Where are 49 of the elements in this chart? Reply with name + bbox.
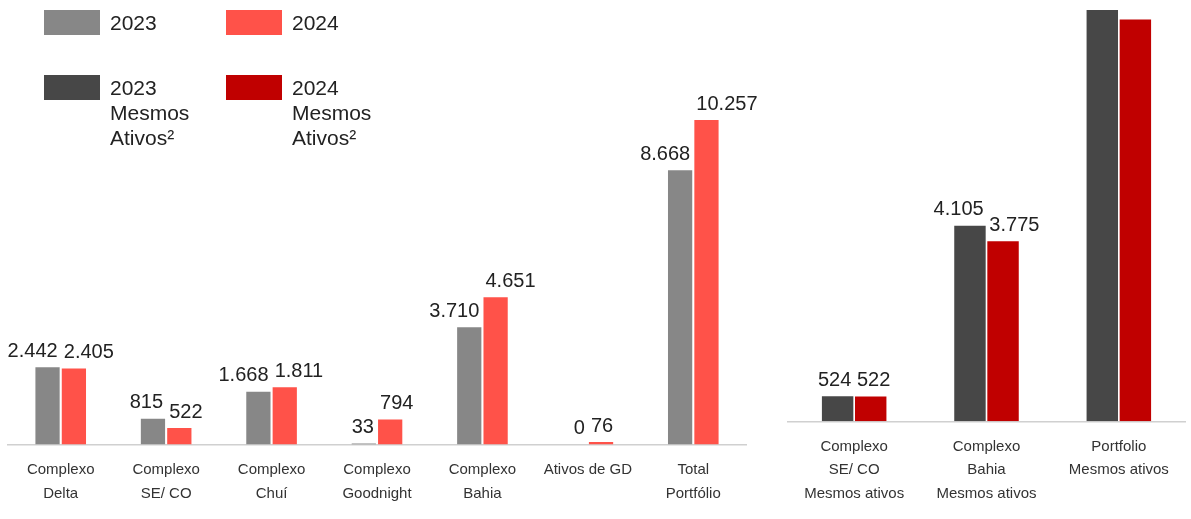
x-tick-label: Portfolio Mesmos ativos bbox=[1068, 437, 1169, 478]
bar bbox=[954, 225, 986, 422]
data-label: 3.710 bbox=[429, 298, 480, 321]
data-label: 2.405 bbox=[63, 339, 114, 362]
x-tick-label: Complexo Delta bbox=[26, 460, 95, 501]
x-tick-label: Complexo SE/ CO bbox=[132, 460, 200, 501]
bar bbox=[821, 396, 854, 422]
legend-label: 2024 Mesmos Ativos² bbox=[292, 75, 372, 150]
data-label: 815 bbox=[129, 390, 164, 413]
legend-label: 2023 Mesmos Ativos² bbox=[110, 75, 190, 150]
bar bbox=[246, 391, 271, 445]
legend-label: 2024 bbox=[292, 10, 339, 35]
bar bbox=[694, 120, 719, 445]
bar bbox=[1119, 19, 1152, 422]
data-label: 522 bbox=[169, 399, 203, 422]
bar bbox=[854, 396, 887, 422]
data-label: 76 bbox=[590, 413, 614, 436]
data-label: 2.442 bbox=[7, 338, 58, 361]
data-label: 8.668 bbox=[640, 141, 691, 164]
x-tick-label: Complexo SE/ CO Mesmos ativos bbox=[804, 437, 905, 501]
bar bbox=[272, 387, 297, 445]
data-label: 3.775 bbox=[989, 212, 1040, 235]
bar bbox=[987, 241, 1019, 422]
data-label: 4.105 bbox=[933, 197, 984, 220]
data-label: 794 bbox=[380, 390, 414, 413]
data-label: 0 bbox=[573, 416, 585, 439]
bar bbox=[378, 419, 403, 445]
data-label: 522 bbox=[856, 367, 891, 390]
data-label: 4.651 bbox=[485, 268, 536, 291]
data-label: 524 bbox=[817, 367, 852, 390]
x-tick-label: Ativos de GD bbox=[543, 460, 633, 478]
x-tick-label: Complexo Chuí bbox=[237, 460, 306, 501]
data-label: 1.668 bbox=[218, 363, 269, 386]
bar bbox=[167, 427, 192, 445]
bar bbox=[61, 368, 87, 445]
x-tick-label: Complexo Goodnight bbox=[342, 460, 413, 501]
bar bbox=[457, 327, 482, 445]
bar bbox=[1086, 10, 1119, 422]
data-label: 1.811 bbox=[274, 358, 324, 381]
x-tick-label: Total Portfólio bbox=[665, 460, 721, 501]
bar bbox=[140, 418, 166, 445]
bar bbox=[483, 297, 508, 445]
x-tick-label: Complexo Bahia bbox=[448, 460, 517, 501]
legend-label: 2023 bbox=[110, 10, 157, 35]
data-label: 33 bbox=[351, 414, 374, 437]
x-tick-label: Complexo Bahia Mesmos ativos bbox=[936, 437, 1037, 501]
bar bbox=[667, 170, 693, 445]
bar bbox=[35, 367, 60, 445]
data-label: 10.257 bbox=[696, 91, 758, 114]
